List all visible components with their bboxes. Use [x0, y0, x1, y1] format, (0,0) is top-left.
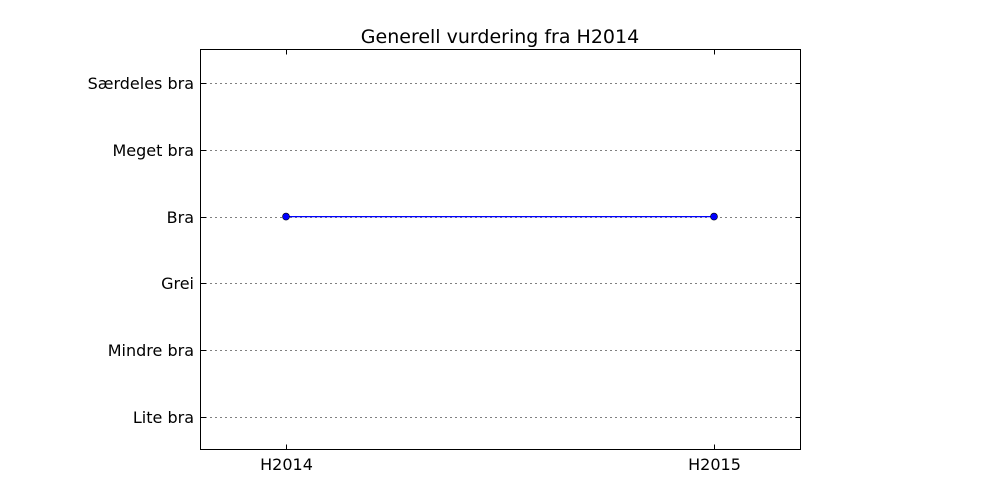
plot-frame: [200, 49, 801, 450]
data-point-h2015: [710, 212, 718, 221]
y-tick-label-s-rdeles-bra: Særdeles bra: [88, 74, 194, 93]
data-point-h2014: [282, 212, 290, 221]
x-axis: H2014 H2015: [260, 49, 741, 474]
x-tick-label-h2015: H2015: [688, 455, 741, 474]
chart-title: Generell vurdering fra H2014: [361, 26, 639, 48]
y-tick-label-lite-bra: Lite bra: [133, 408, 194, 427]
y-axis: Lite bra Mindre bra Grei Bra Meget bra Særdel…: [88, 74, 801, 427]
y-tick-label-bra: Bra: [167, 208, 194, 227]
y-tick-label-mindre-bra: Mindre bra: [108, 341, 194, 360]
series-layer: [282, 212, 718, 221]
y-tick-label-meget-bra: Meget bra: [112, 141, 194, 160]
y-tick-label-grei: Grei: [161, 274, 194, 293]
x-tick-label-h2014: H2014: [260, 455, 313, 474]
grid-layer: [200, 83, 801, 418]
